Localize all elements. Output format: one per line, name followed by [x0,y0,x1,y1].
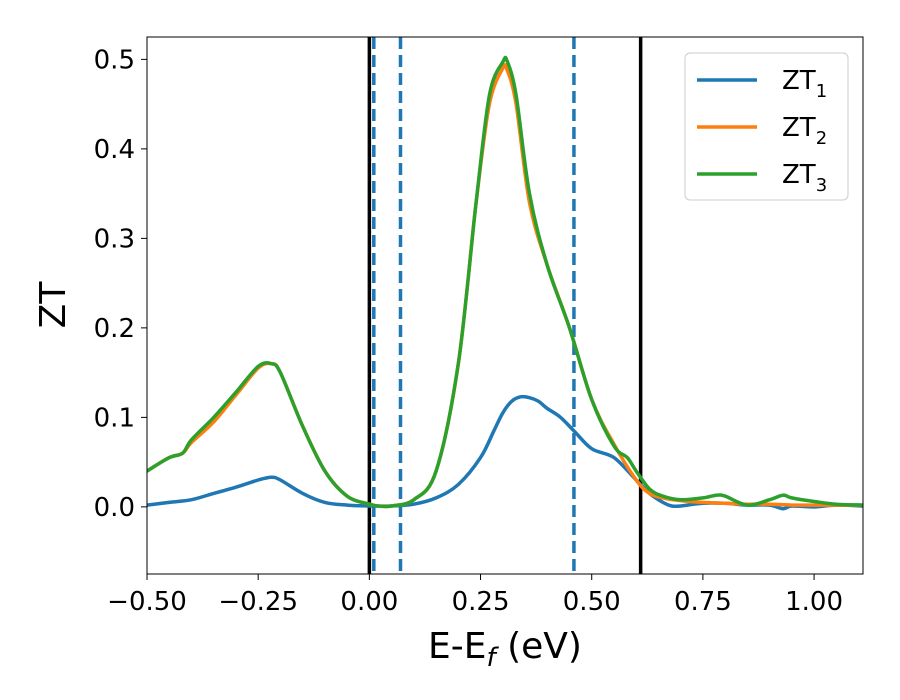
y-tick-label: 0.4 [94,135,135,165]
y-tick-label: 0.3 [94,224,135,254]
plot-frame [146,36,864,575]
x-tick-label: 0.00 [340,587,398,617]
x-axis-title-main: E-E [428,626,486,667]
y-tick-label: 0.2 [94,314,135,344]
x-tick-label: 1.00 [785,587,843,617]
legend-label-zt3: ZT3 [782,160,827,196]
legend-label-zt2: ZT2 [782,113,827,149]
series-line-zt3 [147,55,863,509]
x-tick-label: 0.25 [452,587,510,617]
legend: ZT1 ZT2 ZT3 [684,52,849,201]
x-axis-ticks: −0.50 −0.25 0.00 0.25 0.50 0.75 1.00 [107,574,843,617]
series-lines [147,55,863,511]
x-tick-label: −0.25 [218,587,298,617]
y-axis-ticks: 0.0 0.1 0.2 0.3 0.4 0.5 [94,45,147,523]
y-tick-label: 0.1 [94,403,135,433]
x-axis-title-unit: (eV) [496,626,582,667]
x-axis-title: E-Ef (eV) [428,626,582,673]
y-axis-title: ZT [33,281,74,329]
x-tick-label: 0.50 [563,587,621,617]
x-tick-label: −0.50 [107,587,187,617]
legend-box [684,52,849,201]
x-tick-label: 0.75 [674,587,732,617]
legend-label-zt1: ZT1 [782,66,827,102]
y-tick-label: 0.5 [94,45,135,75]
y-tick-label: 0.0 [94,493,135,523]
